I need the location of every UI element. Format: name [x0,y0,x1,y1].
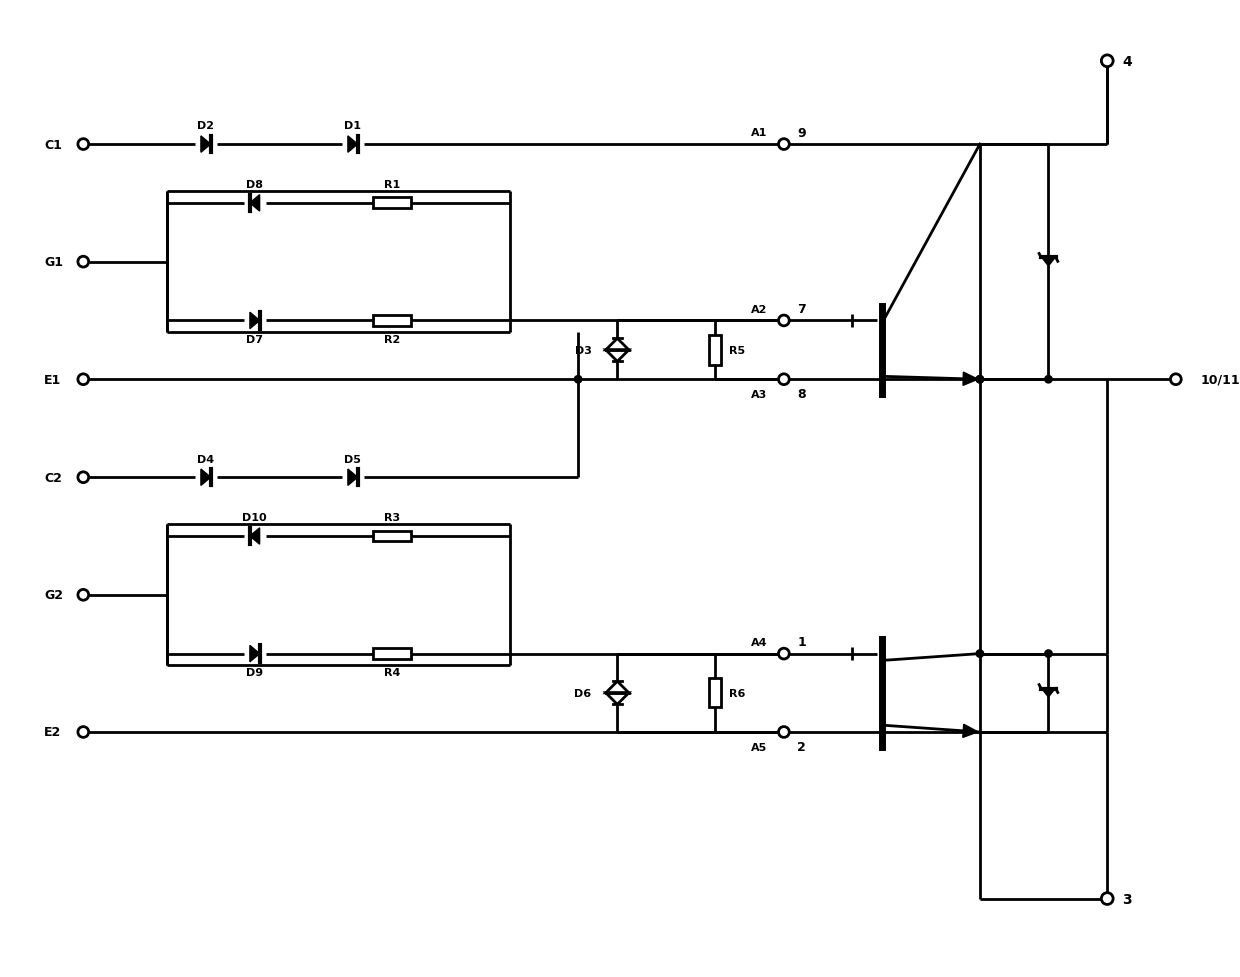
Text: R6: R6 [729,688,745,699]
Polygon shape [963,373,978,386]
Text: A2: A2 [751,305,768,315]
Circle shape [78,374,89,385]
Text: D2: D2 [197,121,215,131]
Text: E1: E1 [45,373,61,386]
Text: C2: C2 [45,471,62,485]
Polygon shape [250,529,259,544]
Text: 2: 2 [797,741,806,753]
Text: D3: D3 [574,346,591,356]
Text: 7: 7 [797,303,806,316]
Text: D10: D10 [243,513,267,523]
Polygon shape [962,725,978,738]
Circle shape [1044,375,1053,384]
Text: A5: A5 [751,742,768,752]
Circle shape [976,375,985,384]
Circle shape [78,257,89,268]
Text: R5: R5 [729,346,745,356]
Text: 9: 9 [797,127,806,140]
Polygon shape [250,313,259,329]
Circle shape [78,590,89,601]
Text: C1: C1 [45,139,62,151]
Circle shape [976,375,985,384]
Text: G2: G2 [45,589,63,602]
Circle shape [779,140,790,150]
Text: 4: 4 [1122,55,1132,68]
Bar [373,531,410,542]
Circle shape [1044,650,1053,658]
Circle shape [779,374,790,385]
Circle shape [78,727,89,738]
Polygon shape [348,470,357,486]
Text: 8: 8 [797,388,806,401]
Circle shape [574,375,583,384]
Text: D1: D1 [345,121,361,131]
Text: A1: A1 [751,128,768,138]
Circle shape [779,316,790,326]
Polygon shape [201,470,211,486]
Circle shape [78,140,89,150]
Text: D7: D7 [247,335,263,345]
Text: D8: D8 [247,180,263,191]
Polygon shape [201,137,211,153]
Polygon shape [250,646,259,662]
Bar [373,649,410,659]
Bar [373,316,410,326]
Circle shape [779,649,790,659]
Bar [373,198,410,209]
Text: R3: R3 [384,513,401,523]
Circle shape [1171,374,1182,385]
Text: 1: 1 [797,636,806,649]
Text: A4: A4 [751,637,768,647]
Text: D6: D6 [574,688,591,699]
Polygon shape [1042,689,1055,698]
Circle shape [78,472,89,483]
Circle shape [1101,56,1114,67]
Text: 3: 3 [1122,892,1132,906]
Circle shape [1101,893,1114,905]
Circle shape [976,650,985,658]
Polygon shape [250,195,259,212]
Text: R1: R1 [384,180,401,191]
Text: D9: D9 [247,667,263,677]
Text: E2: E2 [45,726,61,739]
Text: 10/11: 10/11 [1200,373,1240,386]
Text: R2: R2 [384,335,401,345]
Text: G1: G1 [45,256,63,269]
Text: D4: D4 [197,454,215,464]
Text: R4: R4 [383,667,401,677]
Circle shape [779,727,790,738]
Polygon shape [1042,258,1055,267]
Bar [709,336,722,365]
Text: A3: A3 [751,390,768,400]
Text: D5: D5 [345,454,361,464]
Bar [709,678,722,707]
Polygon shape [348,137,357,153]
